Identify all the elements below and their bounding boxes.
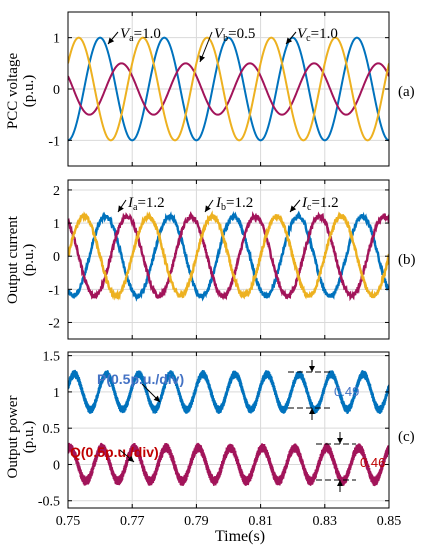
panel-a-annotation-b: Vb=0.5 (214, 26, 255, 44)
ann-sub: a (129, 33, 134, 44)
annotation-arrows (107, 31, 301, 463)
arrow-head (290, 205, 297, 212)
arrow-head (199, 55, 206, 62)
panel-a-ylabel-line1: PCC voltage (5, 53, 21, 130)
y-tick-label: 1 (53, 386, 60, 401)
y-tick-label: 1.5 (43, 350, 61, 365)
ann-val: =0.5 (228, 26, 255, 42)
series-line-a (68, 210, 389, 302)
y-tick-label: -2 (48, 316, 60, 331)
x-tick-label: 0.79 (184, 514, 209, 529)
p-series-label: P(0.5p.u./div) (97, 371, 184, 387)
panel-a-annotation-c: Vc=1.0 (297, 26, 338, 44)
x-tick-label: 0.77 (120, 514, 145, 529)
svg-text:Ib=1.2: Ib=1.2 (215, 195, 253, 213)
arrow-head (205, 205, 211, 212)
y-tick-label: 1 (53, 32, 60, 47)
y-tick-label: 0.5 (43, 422, 61, 437)
amplitude-markers (288, 360, 356, 492)
panel-a-ylabel-line2: (p.u.) (21, 75, 37, 108)
plot-frame (67, 351, 390, 509)
panel-a-annotation-a: Va=1.0 (120, 26, 161, 44)
q-amplitude-value: 0.46 (360, 455, 385, 470)
y-tick-label: 0 (53, 250, 60, 265)
ann-sub: b (223, 33, 228, 44)
svg-text:Vb=0.5: Vb=0.5 (214, 26, 255, 44)
plot-frame (67, 179, 390, 340)
svg-text:Vc=1.0: Vc=1.0 (297, 26, 338, 44)
arrow-head (108, 37, 115, 44)
ann-sub: c (306, 33, 311, 44)
y-tick-label: -1 (48, 283, 60, 298)
dimension-arrow-head (309, 408, 315, 414)
panel-c-ylabel-line2: (p.u.) (21, 421, 37, 454)
x-tick-label: 0.81 (248, 514, 273, 529)
arrow-head (153, 395, 160, 402)
panel-b-ylabel-line2: (p.u.) (21, 244, 37, 277)
series-line-b (68, 210, 389, 302)
x-tick-label: 0.83 (313, 514, 338, 529)
panel-a-tag: (a) (398, 84, 415, 100)
y-tick-label: 0 (53, 458, 60, 473)
y-tick-label: -1 (48, 134, 60, 149)
dimension-arrow-head (337, 480, 343, 486)
y-tick-label: 2 (53, 184, 60, 199)
x-axis-label: Time(s) (215, 528, 265, 545)
dimension-arrow-head (337, 438, 343, 444)
p-amplitude-value: 0.49 (334, 384, 359, 399)
panel-b-tag: (b) (398, 252, 416, 268)
svg-text:Ic=1.2: Ic=1.2 (301, 195, 339, 213)
svg-text:Ia=1.2: Ia=1.2 (127, 195, 165, 213)
panel-c-ylabel: Output power (p.u.) (5, 396, 37, 479)
x-tick-label: 0.85 (377, 514, 402, 529)
x-tick-label: 0.75 (56, 514, 81, 529)
svg-text:Va=1.0: Va=1.0 (120, 26, 161, 44)
dimension-arrow-head (309, 366, 315, 372)
series-line-c (68, 36, 389, 142)
panel-b-annotation-b: Ib=1.2 (215, 195, 253, 213)
y-tick-label: 0 (53, 83, 60, 98)
y-tick-label: 1 (53, 217, 60, 232)
y-tick-label: -0.5 (38, 495, 60, 510)
ann-val: =1.0 (311, 26, 338, 42)
series-line-c (68, 210, 389, 301)
arrow-head (118, 205, 124, 212)
panel-b-annotation-c: Ic=1.2 (301, 195, 339, 213)
panel-a-ylabel: PCC voltage (p.u.) (5, 53, 37, 130)
panel-b-annotation-a: Ia=1.2 (127, 195, 165, 213)
panel-b-ylabel: Output current (p.u.) (5, 215, 37, 304)
q-series-label: Q(0.5p.u./div) (70, 444, 159, 460)
series-band-P (68, 369, 389, 414)
arrow-head (127, 455, 134, 462)
series-line-b (68, 62, 389, 116)
panel-c: -0.5 0 0.5 1 1.5 0.75 0.77 0.79 0.81 0.83 0.85 (38, 350, 401, 529)
arrow-head (286, 37, 293, 44)
panel-b: -2 -1 0 1 2 (48, 179, 390, 340)
panel-c-ylabel-line1: Output power (5, 396, 21, 479)
panel-c-tag: (c) (398, 429, 415, 445)
panel-a: -1 0 1 (48, 11, 390, 167)
panel-b-ylabel-line1: Output current (5, 215, 21, 304)
ann-val: =1.0 (134, 26, 161, 42)
series-band-Q (68, 442, 389, 487)
